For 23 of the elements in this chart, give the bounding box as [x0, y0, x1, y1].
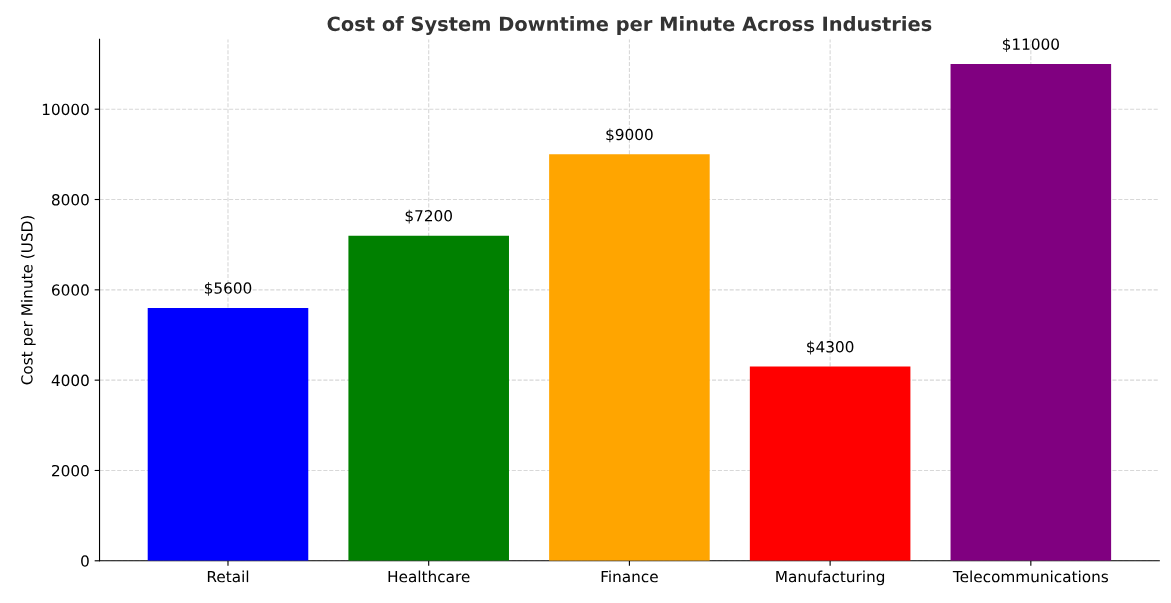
bar	[950, 64, 1112, 561]
y-tick-label: 2000	[52, 464, 89, 477]
bar	[348, 235, 509, 561]
chart-title: Cost of System Downtime per Minute Across Industries	[327, 16, 932, 36]
x-tick-label: Telecommunications	[952, 570, 1109, 583]
data-label: $4300	[807, 340, 854, 355]
x-tick-label: Retail	[207, 570, 249, 583]
y-tick-label: 6000	[52, 284, 89, 296]
x-tick-label: Healthcare	[388, 570, 470, 583]
y-axis-title: Cost per Minute (USD)	[20, 215, 36, 385]
data-label: $7200	[405, 209, 452, 224]
data-label: $5600	[204, 282, 252, 296]
bar	[549, 154, 710, 561]
data-label: $9000	[606, 128, 653, 143]
y-tick-label: 0	[81, 555, 89, 567]
x-tick-label: Finance	[601, 570, 658, 583]
y-tick-label: 10000	[42, 103, 89, 116]
data-label: $11000	[1002, 38, 1059, 52]
x-tick-label: Manufacturing	[776, 570, 885, 586]
y-tick-label: 4000	[51, 374, 89, 387]
y-tick-label: 8000	[51, 193, 89, 206]
bar	[147, 307, 309, 561]
bar	[749, 366, 911, 561]
